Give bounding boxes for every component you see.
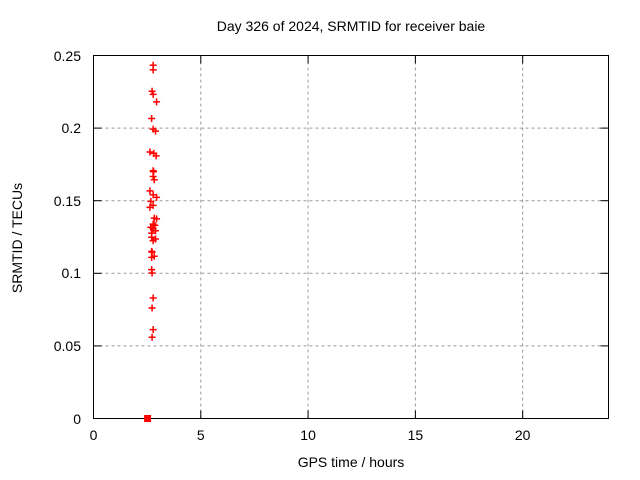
y-tick-label: 0.2: [61, 120, 81, 137]
x-axis-label: GPS time / hours: [297, 454, 405, 470]
data-point: [146, 187, 154, 195]
y-tick-label: 0.1: [61, 265, 81, 282]
y-tick-label: 0.25: [53, 47, 81, 64]
data-point-zero-square: [144, 415, 152, 422]
data-point: [150, 176, 158, 184]
y-tick-label: 0: [73, 410, 81, 427]
data-point: [148, 269, 156, 277]
x-tick-label: 5: [196, 427, 205, 443]
x-tick-label: 20: [514, 427, 531, 443]
data-point: [148, 253, 156, 261]
data-point: [146, 203, 154, 211]
data-point: [152, 127, 160, 135]
data-point: [149, 294, 157, 302]
y-tick-label: 0.15: [53, 192, 81, 209]
data-point: [149, 66, 157, 74]
data-point: [148, 304, 156, 312]
data-point: [149, 237, 157, 245]
data-point: [152, 227, 160, 235]
data-point: [152, 152, 160, 160]
y-axis-label: SRMTID / TECUs: [9, 182, 25, 294]
data-point: [148, 333, 156, 341]
data-point: [153, 215, 161, 223]
data-point: [149, 90, 157, 98]
y-tick-label: 0.05: [53, 337, 81, 354]
x-tick-label: 0: [89, 427, 98, 443]
data-point: [148, 87, 156, 95]
data-point: [153, 193, 161, 201]
data-point: [148, 233, 156, 241]
chart-title: Day 326 of 2024, SRMTID for receiver bai…: [216, 18, 486, 34]
x-tick-label: 10: [300, 427, 316, 443]
data-point: [148, 115, 156, 123]
x-tick-label: 15: [407, 427, 424, 443]
data-point: [146, 148, 154, 156]
data-point: [147, 197, 155, 205]
data-point: [153, 98, 161, 106]
data-point: [149, 172, 157, 180]
data-point: [149, 326, 157, 334]
